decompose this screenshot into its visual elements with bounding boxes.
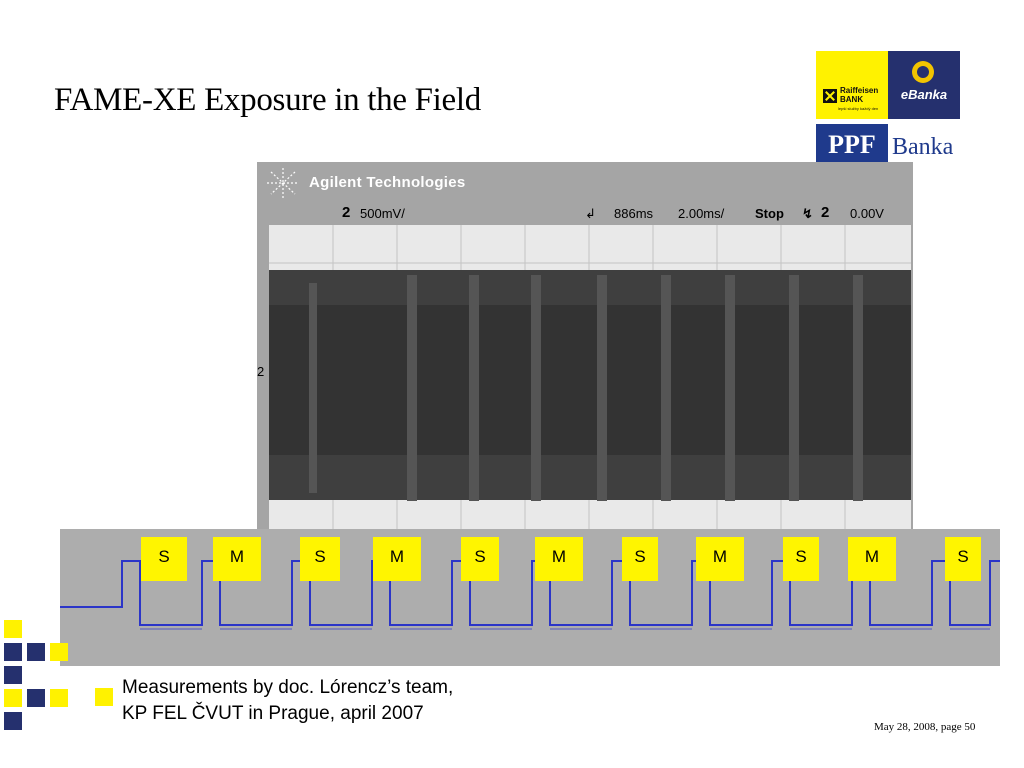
label-s-6: S	[945, 537, 981, 581]
caption-line-1: Measurements by doc. Lórencz’s team,	[122, 677, 454, 698]
scope-time-per-div: 2.00ms/	[678, 206, 725, 221]
scope-signal-envelope	[269, 270, 911, 501]
label-m-2: M	[373, 537, 421, 581]
scope-brand: Agilent Technologies	[309, 174, 466, 191]
ppf-banka-name: Banka	[892, 134, 954, 160]
scope-trigger-level: 0.00V	[850, 206, 884, 221]
ebanka-name: eBanka	[900, 87, 948, 102]
label-m-5: M	[848, 537, 896, 581]
raiffeisen-cross-icon	[823, 89, 837, 103]
label-m-1: M	[213, 537, 261, 581]
scope-channel-marker: 2	[257, 364, 265, 379]
trigger-edge-icon: ↯	[802, 206, 813, 221]
scope-trigger-delay: 886ms	[614, 206, 654, 221]
raiffeisen-bank: BANK	[840, 95, 864, 104]
agilent-spark-icon	[267, 168, 299, 198]
scope-channel: 2	[342, 204, 351, 221]
slide-title: FAME-XE Exposure in the Field	[54, 82, 481, 118]
bullet-square	[95, 688, 113, 706]
ebanka-logo: eBanka	[888, 51, 960, 119]
label-m-4: M	[696, 537, 744, 581]
label-s-2: S	[300, 537, 340, 581]
scope-volts-per-div: 500mV/	[360, 206, 405, 221]
raiffeisen-logo: Raiffeisen BANK lepší služby každý den	[816, 51, 888, 119]
raiffeisen-name: Raiffeisen	[840, 86, 879, 95]
slide-footer: May 28, 2008, page 50	[874, 721, 976, 733]
label-s-1: S	[141, 537, 187, 581]
ebanka-symbol-icon	[912, 61, 934, 83]
trigger-marker-icon: ↲	[585, 206, 596, 221]
label-s-4: S	[622, 537, 658, 581]
scope-trigger-channel: 2	[821, 204, 830, 221]
caption-line-2: KP FEL ČVUT in Prague, april 2007	[122, 703, 424, 724]
scope-run-state: Stop	[755, 206, 784, 221]
label-m-3: M	[535, 537, 583, 581]
ppf-name: PPF	[828, 130, 876, 159]
label-s-5: S	[783, 537, 819, 581]
scope-grid	[269, 225, 911, 530]
label-s-3: S	[461, 537, 499, 581]
caption: Measurements by doc. Lórencz’s team, KP …	[122, 675, 453, 727]
raiffeisen-tagline: lepší služby každý den	[838, 106, 879, 111]
ppf-logo: PPF	[816, 124, 888, 164]
